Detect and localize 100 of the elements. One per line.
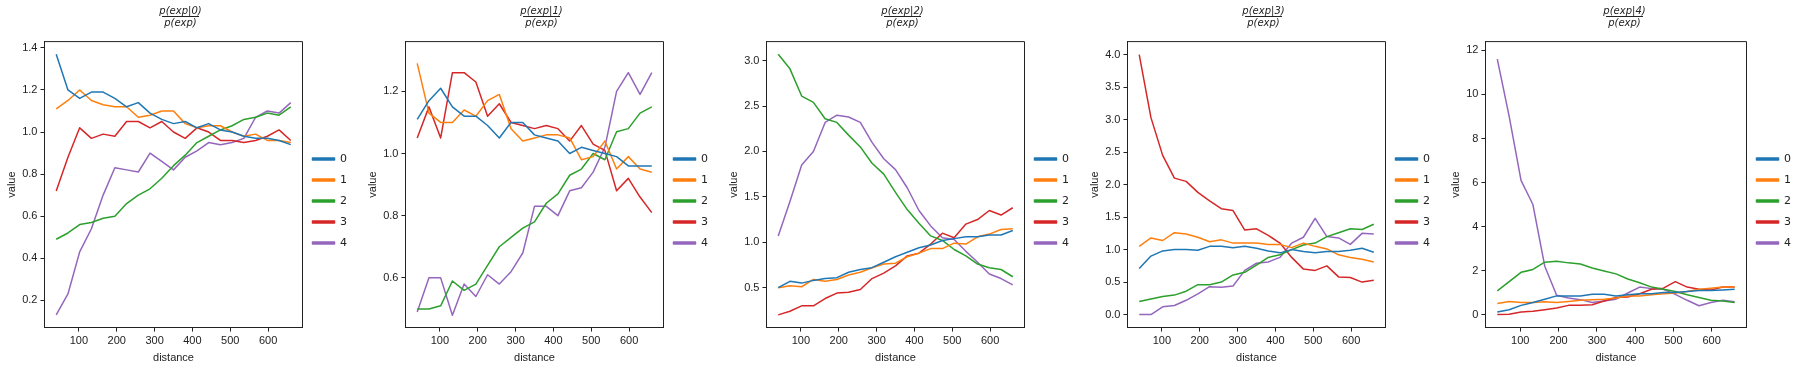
legend-label: 3 xyxy=(340,214,347,228)
x-tick-label: 200 xyxy=(1549,334,1568,347)
y-tick-label: 3.0 xyxy=(1105,112,1121,125)
x-tick-label: 400 xyxy=(1625,334,1645,347)
y-tick-label: 3.5 xyxy=(1105,80,1121,93)
y-tick-label: 1.0 xyxy=(744,235,760,248)
y-tick-label: 1.4 xyxy=(22,40,38,53)
x-tick-label: 400 xyxy=(183,334,202,347)
legend-label: 2 xyxy=(340,193,347,207)
x-tick-label: 100 xyxy=(69,334,89,347)
legend-label: 0 xyxy=(1784,151,1791,165)
y-tick-label: 4 xyxy=(1472,219,1479,232)
y-tick-label: 0.5 xyxy=(1105,275,1121,288)
y-axis-title: value xyxy=(4,171,17,198)
x-tick-label: 200 xyxy=(829,334,848,347)
x-tick-label: 600 xyxy=(1341,334,1361,347)
legend-label: 2 xyxy=(701,193,708,207)
y-tick-label: 2.5 xyxy=(744,99,760,112)
y-tick-label: 1.0 xyxy=(1105,242,1121,255)
chart-subtitle: p(exp) xyxy=(523,15,560,28)
x-axis-title: distance xyxy=(153,351,194,364)
x-tick-label: 500 xyxy=(582,334,601,347)
legend-label: 0 xyxy=(1062,151,1069,165)
x-tick-label: 400 xyxy=(1266,334,1285,347)
x-tick-label: 600 xyxy=(980,334,1000,347)
y-tick-label: 2.5 xyxy=(1105,145,1121,158)
x-tick-label: 200 xyxy=(1190,334,1209,347)
chart-title: p(exp|4) xyxy=(1602,4,1647,16)
x-axis-title: distance xyxy=(1595,351,1637,364)
y-tick-label: 1.2 xyxy=(22,83,38,95)
x-axis-title: distance xyxy=(875,351,916,364)
y-tick-label: 1.2 xyxy=(383,84,399,97)
legend-label: 1 xyxy=(1062,172,1069,186)
x-tick-label: 300 xyxy=(506,334,525,347)
y-tick-label: 3.0 xyxy=(744,53,760,66)
x-tick-label: 400 xyxy=(544,334,563,347)
y-axis-title: value xyxy=(726,171,739,198)
x-tick-label: 600 xyxy=(619,334,639,347)
chart-subtitle: p(exp) xyxy=(1606,15,1643,28)
x-tick-label: 600 xyxy=(258,334,278,347)
y-tick-label: 2.0 xyxy=(744,144,760,157)
y-tick-label: 0.6 xyxy=(383,270,399,283)
x-tick-label: 300 xyxy=(867,334,886,347)
legend-label: 0 xyxy=(1423,151,1430,165)
y-tick-label: 0.8 xyxy=(383,208,399,221)
chart-title: p(exp|0) xyxy=(158,4,203,16)
legend-label: 3 xyxy=(1784,214,1791,228)
y-tick-label: 6 xyxy=(1472,175,1479,188)
x-tick-label: 200 xyxy=(468,334,487,347)
chart-title: p(exp|2) xyxy=(880,4,925,16)
y-axis-title: value xyxy=(1087,171,1100,198)
y-tick-label: 4.0 xyxy=(1105,47,1121,60)
x-tick-label: 100 xyxy=(1152,334,1172,347)
y-tick-label: 0.4 xyxy=(22,251,38,264)
y-tick-label: 0 xyxy=(1472,307,1479,320)
legend-label: 1 xyxy=(1423,172,1430,186)
y-axis-title: value xyxy=(365,171,378,198)
x-tick-label: 300 xyxy=(145,334,164,347)
chart-subtitle: p(exp) xyxy=(162,15,199,28)
y-tick-label: 0.0 xyxy=(1105,307,1121,320)
y-tick-label: 1.5 xyxy=(744,189,760,202)
y-tick-label: 0.5 xyxy=(744,280,760,293)
y-tick-label: 1.0 xyxy=(383,146,399,159)
legend-label: 4 xyxy=(1784,235,1791,249)
x-axis-title: distance xyxy=(1236,351,1277,364)
legend-label: 3 xyxy=(1423,214,1430,228)
y-tick-label: 1.0 xyxy=(22,125,38,138)
x-tick-label: 100 xyxy=(791,334,811,347)
chart-subtitle: p(exp) xyxy=(884,15,921,28)
legend-label: 2 xyxy=(1062,193,1069,207)
legend-label: 2 xyxy=(1784,193,1791,207)
legend-label: 4 xyxy=(1423,235,1430,249)
chart-title: p(exp|3) xyxy=(1241,4,1286,16)
x-tick-label: 100 xyxy=(1511,334,1530,347)
x-tick-label: 100 xyxy=(430,334,450,347)
x-tick-label: 200 xyxy=(107,334,126,347)
y-tick-label: 2.0 xyxy=(1105,177,1121,190)
y-tick-label: 0.8 xyxy=(22,167,38,180)
y-tick-label: 2 xyxy=(1472,263,1479,276)
y-tick-label: 12 xyxy=(1466,43,1479,56)
y-tick-label: 1.5 xyxy=(1105,210,1121,223)
legend-label: 3 xyxy=(1062,214,1069,228)
legend-label: 0 xyxy=(701,151,708,165)
x-tick-label: 600 xyxy=(1702,334,1721,347)
y-tick-label: 0.6 xyxy=(22,209,38,222)
x-tick-label: 400 xyxy=(905,334,924,347)
legend-label: 2 xyxy=(1423,193,1430,207)
legend-label: 4 xyxy=(340,235,347,249)
y-tick-label: 0.2 xyxy=(22,293,38,306)
legend-label: 1 xyxy=(701,172,708,186)
legend-label: 3 xyxy=(701,214,708,228)
x-tick-label: 300 xyxy=(1587,334,1607,347)
legend-label: 0 xyxy=(340,151,347,165)
chart-title: p(exp|1) xyxy=(519,4,564,16)
x-tick-label: 500 xyxy=(943,334,962,347)
x-tick-label: 500 xyxy=(221,334,240,347)
legend-label: 1 xyxy=(1784,172,1791,186)
x-tick-label: 500 xyxy=(1664,334,1683,347)
legend-label: 4 xyxy=(1062,235,1069,249)
chart-subtitle: p(exp) xyxy=(1245,15,1282,28)
